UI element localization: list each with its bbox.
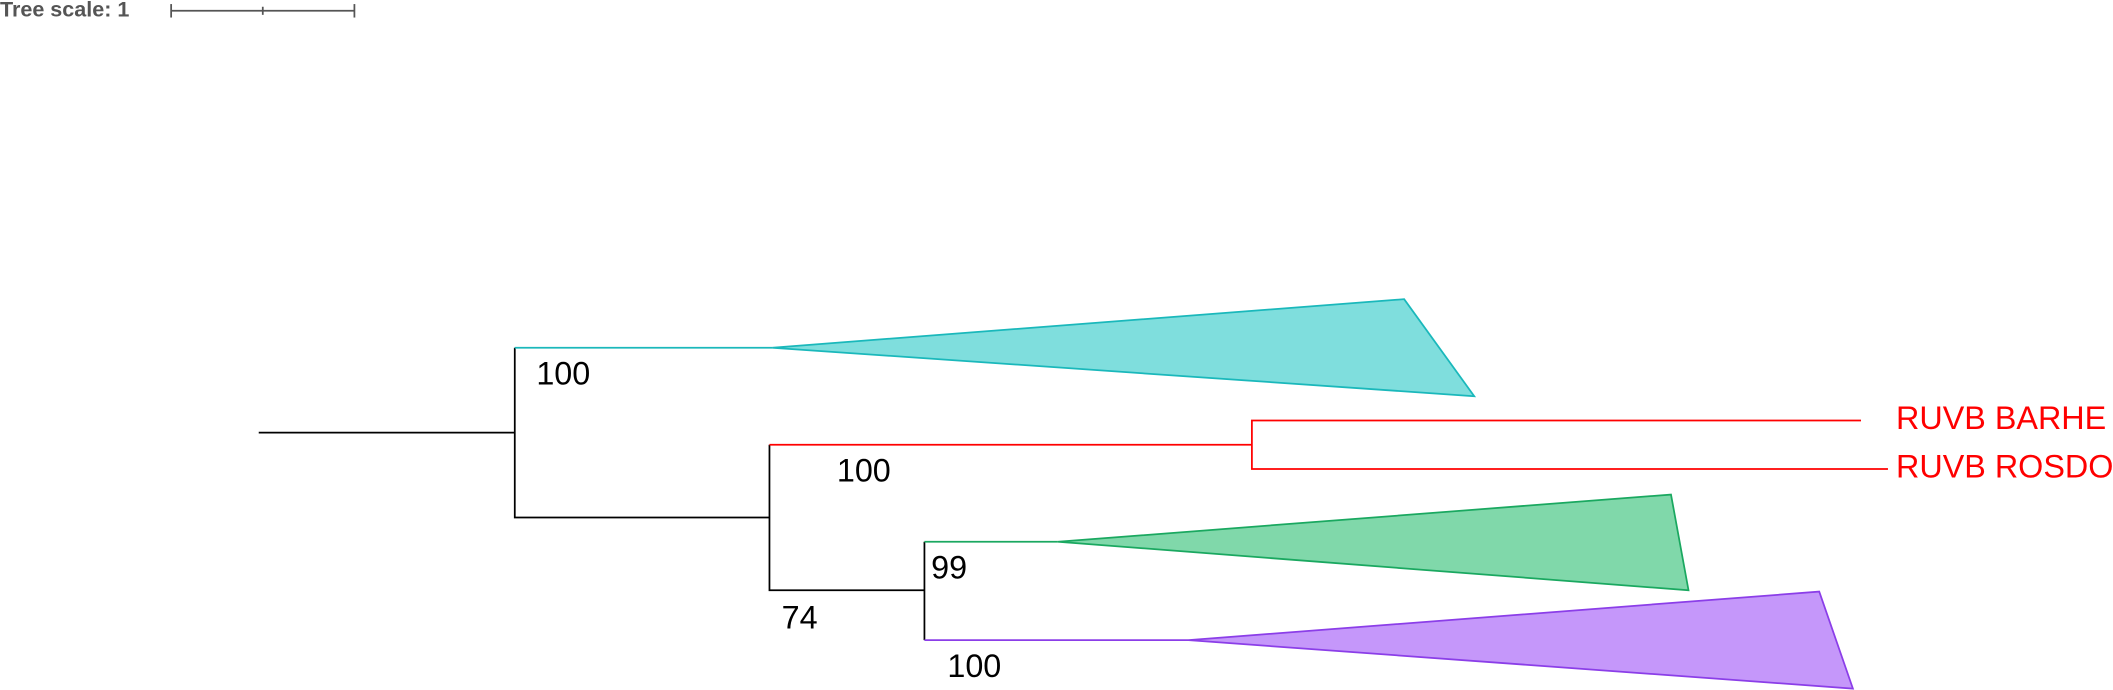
collapsed-clade bbox=[1188, 590, 1855, 690]
scale-bar bbox=[170, 4, 356, 18]
support-value: 100 bbox=[536, 356, 590, 392]
support-value: 99 bbox=[931, 550, 967, 586]
support-value: 100 bbox=[837, 453, 891, 489]
leaf-label: RUVB ROSDO bbox=[1896, 449, 2113, 485]
collapsed-clade bbox=[1057, 493, 1690, 592]
support-value: 100 bbox=[947, 648, 1001, 684]
support-value: 74 bbox=[782, 599, 818, 635]
branches bbox=[258, 346, 1888, 641]
leaf-label: RUVB BARHE bbox=[1896, 400, 2106, 436]
scale-label: Tree scale: 1 bbox=[0, 0, 129, 21]
collapsed-clade bbox=[772, 298, 1477, 398]
